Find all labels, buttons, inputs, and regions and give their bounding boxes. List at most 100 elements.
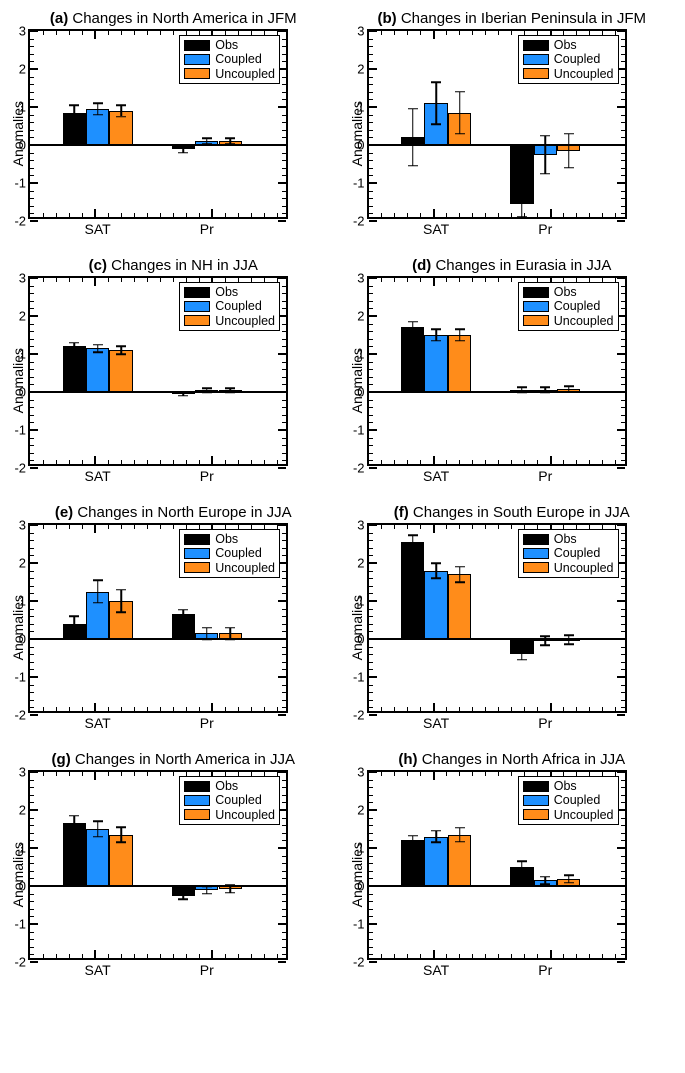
ytick-label: -1: [353, 670, 365, 685]
legend-swatch-icon: [184, 562, 210, 573]
bar-obs: [401, 542, 424, 639]
error-cap: [116, 346, 126, 348]
error-cap: [69, 120, 79, 122]
error-cap: [431, 577, 441, 579]
legend-label: Obs: [554, 532, 577, 546]
legend-label: Uncoupled: [554, 314, 614, 328]
error-cap: [93, 344, 103, 346]
legend-swatch-icon: [523, 781, 549, 792]
error-cap: [178, 899, 188, 901]
ytick-label: 2: [19, 803, 26, 818]
legend-label: Uncoupled: [215, 561, 275, 575]
error-cap: [517, 872, 527, 874]
error-cap: [178, 395, 188, 397]
error-cap: [455, 340, 465, 342]
error-cap: [202, 627, 212, 629]
legend: ObsCoupledUncoupled: [518, 776, 619, 825]
error-bar: [459, 567, 461, 582]
error-cap: [455, 329, 465, 331]
plot-area: -2-10123ObsCoupledUncoupledSATPr: [367, 770, 627, 960]
error-cap: [564, 391, 574, 393]
error-cap: [116, 353, 126, 355]
error-cap: [178, 144, 188, 146]
legend-label: Uncoupled: [554, 67, 614, 81]
panel-h: (h) Changes in North Africa in JJAAnomal…: [349, 751, 676, 980]
error-cap: [540, 387, 550, 389]
bar-uncoupled: [448, 335, 471, 392]
legend-label: Coupled: [215, 546, 262, 560]
ytick-label: 2: [19, 62, 26, 77]
legend-label: Obs: [554, 285, 577, 299]
error-cap: [225, 143, 235, 145]
error-cap: [540, 645, 550, 647]
ytick-label: 0: [19, 385, 26, 400]
panel-letter: (b): [378, 10, 401, 27]
legend: ObsCoupledUncoupled: [179, 529, 280, 578]
ytick-label: -1: [353, 176, 365, 191]
ytick-label: 2: [357, 62, 364, 77]
legend: ObsCoupledUncoupled: [518, 35, 619, 84]
error-cap: [517, 190, 527, 192]
error-cap: [225, 892, 235, 894]
legend: ObsCoupledUncoupled: [179, 776, 280, 825]
ytick-label: -2: [14, 461, 26, 476]
error-cap: [540, 883, 550, 885]
legend-item: Uncoupled: [184, 808, 275, 822]
ytick-label: 3: [19, 518, 26, 533]
legend-swatch-icon: [523, 548, 549, 559]
error-cap: [69, 815, 79, 817]
ytick-label: 3: [357, 24, 364, 39]
error-cap: [517, 392, 527, 394]
panel-title-text: Changes in North America in JJA: [75, 751, 295, 768]
error-cap: [225, 638, 235, 640]
ytick-label: 0: [19, 632, 26, 647]
panel-c: (c) Changes in NH in JJAAnomalies-2-1012…: [10, 257, 337, 486]
error-bar: [459, 828, 461, 842]
legend-label: Obs: [215, 285, 238, 299]
bar-coupled: [424, 837, 447, 886]
error-cap: [517, 216, 527, 218]
legend-label: Uncoupled: [215, 314, 275, 328]
error-cap: [431, 562, 441, 564]
panel-a: (a) Changes in North America in JFMAnoma…: [10, 10, 337, 239]
plot-area: -2-10123ObsCoupledUncoupledSATPr: [28, 523, 288, 713]
error-bar: [73, 105, 75, 120]
panel-g: (g) Changes in North America in JJAAnoma…: [10, 751, 337, 980]
legend-label: Coupled: [554, 299, 601, 313]
error-cap: [93, 579, 103, 581]
panel-title: (d) Changes in Eurasia in JJA: [349, 257, 676, 274]
panel-e: (e) Changes in North Europe in JJAAnomal…: [10, 504, 337, 733]
error-cap: [408, 548, 418, 550]
legend-label: Obs: [215, 38, 238, 52]
ytick-label: 2: [357, 556, 364, 571]
error-cap: [116, 842, 126, 844]
ytick-label: 0: [357, 138, 364, 153]
error-cap: [408, 108, 418, 110]
plot-area: -2-10123ObsCoupledUncoupledSATPr: [367, 523, 627, 713]
panel-letter: (e): [55, 504, 78, 521]
error-cap: [540, 173, 550, 175]
legend-item: Coupled: [184, 546, 275, 560]
error-cap: [540, 392, 550, 394]
error-cap: [116, 116, 126, 118]
ytick-label: 3: [19, 765, 26, 780]
ytick-label: -1: [14, 423, 26, 438]
error-cap: [408, 535, 418, 537]
error-bar: [545, 136, 547, 174]
legend-swatch-icon: [523, 301, 549, 312]
legend-item: Obs: [184, 285, 275, 299]
plot-area: -2-10123ObsCoupledUncoupledSATPr: [367, 276, 627, 466]
panel-letter: (d): [412, 257, 435, 274]
ytick-label: -2: [14, 708, 26, 723]
error-cap: [517, 648, 527, 650]
ytick-label: -2: [353, 955, 365, 970]
bar-uncoupled: [448, 574, 471, 639]
legend-item: Coupled: [184, 793, 275, 807]
ytick-label: -1: [14, 670, 26, 685]
error-cap: [178, 609, 188, 611]
error-cap: [69, 615, 79, 617]
ytick-label: 2: [19, 309, 26, 324]
panel-letter: (h): [398, 751, 421, 768]
error-cap: [93, 602, 103, 604]
ytick-label: 3: [357, 765, 364, 780]
